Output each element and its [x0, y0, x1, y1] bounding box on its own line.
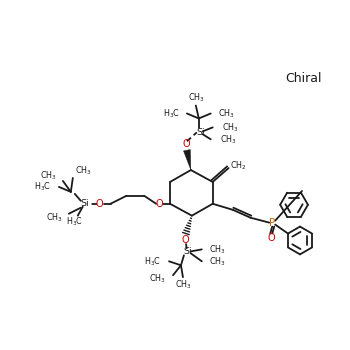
Text: Si: Si — [80, 199, 89, 208]
Polygon shape — [183, 149, 191, 170]
Text: CH$_3$: CH$_3$ — [220, 133, 237, 146]
Text: CH$_3$: CH$_3$ — [149, 273, 166, 285]
Text: P: P — [269, 218, 275, 228]
Text: H$_3$C: H$_3$C — [144, 255, 161, 267]
Text: CH$_3$: CH$_3$ — [75, 165, 92, 177]
Text: Si: Si — [184, 247, 192, 256]
Text: H$_3$C: H$_3$C — [66, 215, 83, 228]
Text: H$_3$C: H$_3$C — [34, 181, 51, 193]
Text: CH$_3$: CH$_3$ — [222, 121, 238, 134]
Text: CH$_3$: CH$_3$ — [175, 279, 191, 291]
Text: CH$_3$: CH$_3$ — [209, 255, 226, 267]
Text: CH$_3$: CH$_3$ — [46, 211, 63, 224]
Text: CH$_3$: CH$_3$ — [188, 91, 205, 104]
Text: Si: Si — [196, 128, 205, 137]
Text: Chiral: Chiral — [286, 72, 322, 85]
Text: CH$_3$: CH$_3$ — [209, 243, 226, 255]
Text: H$_3$C: H$_3$C — [163, 107, 180, 120]
Text: O: O — [96, 199, 103, 209]
Text: O: O — [267, 233, 275, 244]
Text: O: O — [155, 199, 163, 209]
Text: CH$_3$: CH$_3$ — [218, 107, 234, 120]
Text: O: O — [182, 139, 190, 149]
Text: CH$_3$: CH$_3$ — [40, 170, 57, 182]
Text: CH$_2$: CH$_2$ — [230, 160, 247, 172]
Text: O: O — [181, 236, 189, 245]
